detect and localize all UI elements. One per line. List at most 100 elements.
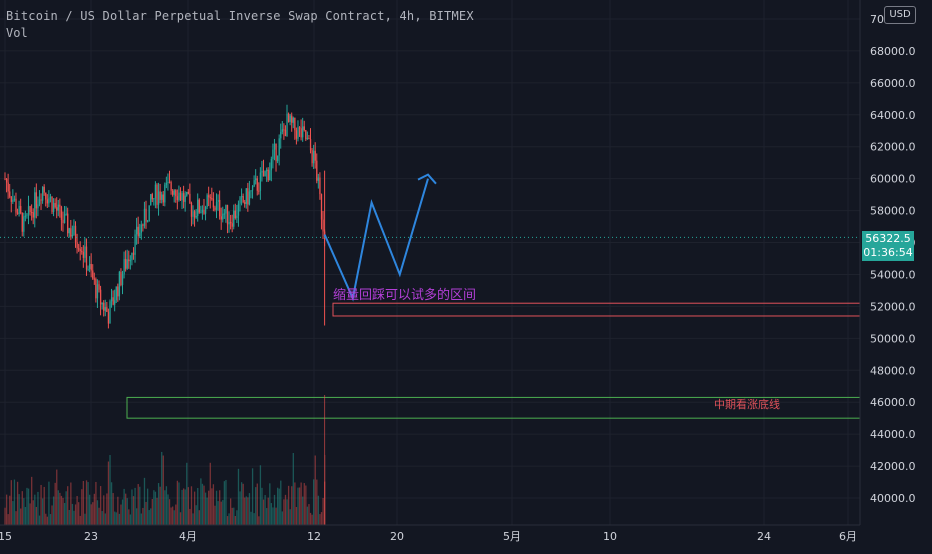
volume-bar [157, 483, 160, 525]
volume-bar [48, 481, 50, 525]
volume-bar [292, 452, 294, 525]
candle-body [219, 199, 221, 217]
candle-body [43, 186, 45, 193]
candle-body [106, 307, 108, 313]
candle-body [142, 224, 144, 226]
volume-bar [223, 481, 226, 525]
candle-body [103, 302, 105, 311]
volume-bar [107, 461, 110, 525]
candle-body [197, 199, 199, 216]
candle-body [270, 158, 273, 171]
candle-body [261, 170, 263, 173]
candle-body [236, 215, 238, 219]
volume-bar [215, 490, 218, 525]
candle-body [300, 128, 302, 138]
volume-bar [253, 513, 255, 525]
candle-body [316, 160, 318, 181]
candle-body [92, 270, 94, 279]
volume-bar [231, 507, 233, 525]
volume-bar [37, 491, 39, 525]
volume-bar [89, 494, 91, 525]
projection-arrowhead [417, 173, 437, 185]
candle-body [125, 259, 127, 269]
volume-bar [195, 505, 197, 525]
volume-bar [250, 511, 252, 525]
volume-bar [112, 493, 114, 525]
candle-body [230, 221, 232, 224]
candle-body [139, 232, 141, 237]
volume-bar [32, 500, 34, 525]
candle-body [54, 203, 56, 208]
candle-body [181, 193, 183, 201]
candle-body [262, 170, 265, 177]
candle-body [115, 286, 117, 301]
volume-bar [311, 514, 313, 525]
volume-bar [220, 501, 222, 525]
candle-body [46, 199, 48, 204]
volume-bar [38, 515, 41, 525]
candle-body [89, 263, 91, 270]
candle-body [31, 212, 33, 214]
candle-body [308, 138, 310, 140]
volume-bar [26, 487, 28, 525]
candle-body [186, 191, 188, 196]
volume-bar [132, 496, 135, 525]
candle-body [297, 127, 299, 139]
candle-body [306, 138, 309, 140]
volume-bar [179, 512, 182, 525]
candle-body [298, 127, 301, 129]
candle-body [280, 131, 282, 139]
volume-bar [244, 497, 246, 525]
candle-body [294, 117, 296, 131]
volume-bar [186, 462, 188, 525]
volume-bar [96, 500, 99, 525]
time-axis: 15 23 4月 12 20 5月 10 24 6月 [0, 530, 857, 543]
volume-bar [35, 506, 38, 525]
volume-bar [322, 498, 324, 525]
volume-bar [87, 482, 89, 525]
price-tick-label: 58000.0 [870, 205, 916, 218]
volume-bar [101, 511, 103, 525]
candle-body [15, 198, 17, 213]
candle-body [203, 209, 205, 214]
candle-body [4, 178, 6, 180]
candle-body [284, 129, 287, 137]
volume-bar [118, 513, 121, 525]
candle-body [286, 113, 288, 137]
volume-bar [206, 497, 208, 525]
volume-bar [59, 492, 61, 525]
volume-bar [46, 516, 48, 525]
candle-body [264, 171, 266, 177]
candle-body [273, 143, 276, 150]
time-tick-label: 20 [390, 530, 404, 543]
volume-bar [90, 504, 92, 525]
candle-body [21, 212, 23, 232]
volume-bar [287, 485, 290, 525]
candle-body [320, 194, 323, 220]
candle-body [16, 212, 19, 214]
candle-body [52, 203, 55, 212]
volume-bar [82, 480, 85, 525]
candle-body [231, 223, 233, 227]
volume-bar [201, 483, 204, 525]
volume-bar [309, 512, 312, 525]
buy-zone-box [332, 302, 861, 317]
volume-bar [123, 488, 125, 525]
volume-bar [222, 500, 224, 525]
candle-body [143, 208, 146, 226]
time-tick-label: 5月 [503, 530, 521, 543]
candle-body [137, 226, 139, 237]
candle-body [275, 143, 277, 162]
volume-bar [54, 482, 56, 525]
candle-body [266, 169, 268, 172]
volume-bar [81, 489, 83, 525]
currency-button[interactable]: USD [884, 6, 916, 24]
candle-body [178, 192, 180, 201]
volume-bar [121, 499, 124, 525]
time-tick-label: 12 [307, 530, 321, 543]
volume-bar [212, 484, 215, 525]
candle-body [322, 219, 324, 232]
candle-body [146, 221, 149, 223]
